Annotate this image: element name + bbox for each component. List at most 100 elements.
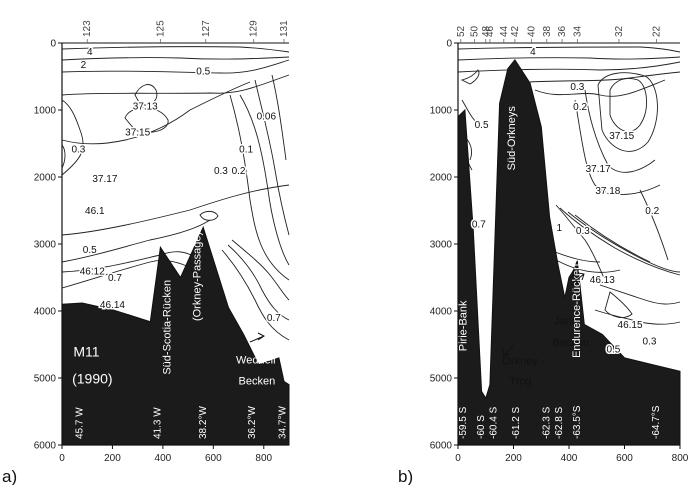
contour-line — [599, 284, 681, 305]
contour-line — [534, 79, 666, 97]
x-tick-label: 800 — [255, 453, 272, 464]
contour-label: 0.7 — [267, 313, 281, 324]
contour-line — [239, 94, 290, 266]
contour-line — [61, 59, 290, 74]
contour-line — [555, 204, 606, 281]
contour-line — [461, 99, 481, 126]
contour-line — [231, 239, 290, 301]
contour-label: 0.1 — [239, 144, 253, 155]
contour-line — [221, 249, 290, 341]
station-label: 38 — [542, 25, 553, 37]
x-tick-label: 600 — [616, 453, 633, 464]
geo-label: -59.5 S — [458, 406, 469, 439]
y-tick-label: 4000 — [34, 307, 57, 318]
geo-label: -61.2 S — [511, 406, 522, 439]
geo-label: -62.8 S — [554, 406, 565, 439]
station-label: 36 — [557, 25, 568, 37]
contour-label: 46.1 — [85, 206, 105, 217]
contour-label: 4 — [87, 47, 93, 58]
contour-line — [199, 210, 219, 221]
contour-label: 0.5 — [606, 345, 620, 356]
x-tick-label: 600 — [205, 453, 222, 464]
y-tick-label: 6000 — [34, 441, 57, 452]
x-tick-label: 400 — [155, 453, 172, 464]
panel-a-letter: a) — [2, 467, 17, 485]
annotation-label: Trog — [509, 376, 531, 388]
contour-line — [597, 72, 658, 152]
annotation-arrow — [573, 272, 585, 283]
contour-line — [229, 94, 290, 281]
annotation-label: Becken — [552, 337, 589, 349]
contour-label: 0.3 — [570, 82, 584, 93]
contour-label: 37.15 — [609, 131, 634, 142]
contour-label: 46.15 — [618, 320, 643, 331]
contour-line — [61, 74, 290, 96]
station-label: 129 — [249, 20, 260, 37]
geo-label: 41.3 W — [153, 407, 164, 439]
x-tick-label: 0 — [59, 453, 65, 464]
y-tick-label: 5000 — [34, 374, 57, 385]
bottom-topography — [457, 58, 681, 446]
contour-line — [61, 56, 290, 61]
contour-line — [457, 56, 681, 61]
contour-label: 37.18 — [595, 186, 620, 197]
geo-label: 34.7°W — [277, 406, 288, 439]
x-tick-label: 800 — [672, 453, 689, 464]
contour-label: 46.13 — [590, 275, 615, 286]
station-label: 46 — [485, 25, 496, 37]
station-label: 48 — [481, 25, 492, 37]
contour-line — [227, 244, 290, 321]
contour-line — [61, 259, 196, 289]
geo-label: -60 S — [476, 415, 487, 439]
station-label: 125 — [155, 20, 166, 37]
contour-label: 1 — [557, 223, 563, 234]
contour-label: 46.14 — [100, 300, 125, 311]
annotation-arrow — [249, 332, 265, 343]
contour-line — [574, 99, 661, 195]
annotation-label: Weddell — [236, 354, 276, 366]
station-label: 123 — [82, 20, 93, 37]
contour-line — [457, 46, 681, 53]
contour-line — [124, 107, 169, 133]
contour-line — [457, 61, 681, 73]
y-tick-label: 0 — [50, 39, 56, 50]
y-tick-label: 1000 — [34, 106, 57, 117]
contour-line — [460, 69, 480, 85]
contour-line — [574, 214, 651, 263]
station-label: 22 — [651, 25, 662, 37]
y-tick-label: 3000 — [430, 240, 453, 251]
geo-label: -63.5°S — [572, 405, 583, 439]
contour-label: 2 — [81, 60, 87, 71]
contour-line — [61, 144, 66, 169]
annotation-label: Pirie-Bank — [457, 300, 469, 351]
y-tick-label: 2000 — [430, 173, 453, 184]
station-label: 131 — [279, 20, 290, 37]
contour-label: 46.12 — [80, 266, 105, 277]
x-tick-label: 200 — [505, 453, 522, 464]
geo-label: -62.3 S — [541, 406, 552, 439]
contour-line — [604, 291, 633, 318]
annotation-label: Jane — [554, 315, 578, 327]
annotation-label: Süd-Orkneys — [506, 106, 518, 171]
y-tick-label: 2000 — [34, 173, 57, 184]
station-label: 52 — [456, 25, 467, 37]
annotation-label: Orkney - — [502, 356, 545, 368]
y-tick-label: 1000 — [430, 106, 453, 117]
contour-label: 37.17 — [586, 164, 611, 175]
geo-label: -64.7°S — [651, 405, 662, 439]
station-label: 42 — [510, 25, 521, 37]
panel-b-letter: b) — [398, 467, 413, 485]
annotation-label: (1990) — [72, 370, 112, 386]
contour-label: 0.06 — [257, 112, 277, 123]
geo-label: 38.2°W — [198, 406, 209, 439]
y-tick-label: 0 — [446, 39, 452, 50]
contour-label: 0.7 — [108, 273, 122, 284]
contour-line — [559, 207, 681, 276]
contour-line — [61, 46, 290, 53]
annotations-b: Süd-Orkneys Pirie-Bank Jane Becken Orkney - T… — [457, 106, 589, 388]
station-label: 50 — [470, 25, 481, 37]
contour-line — [61, 99, 84, 176]
contour-label: 0.7 — [472, 219, 486, 230]
